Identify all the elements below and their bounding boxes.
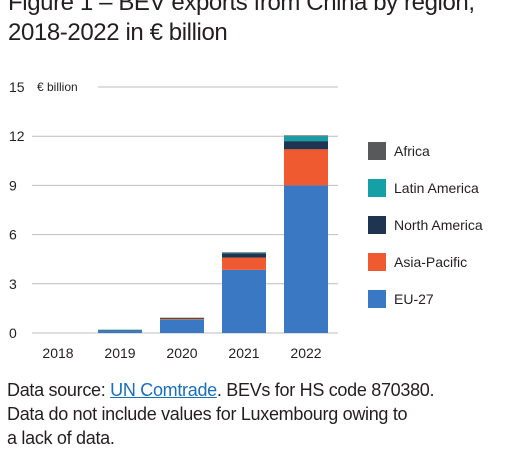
legend-swatch [368,290,386,308]
bar-segment [98,330,142,333]
y-tick-label: 6 [9,227,17,243]
bar-segment [284,135,328,137]
bar-segment [222,269,266,333]
legend-label: North America [394,217,483,233]
legend-label: Asia-Pacific [394,254,467,270]
bar-segment [160,318,204,320]
legend-label: Africa [394,143,430,159]
bar-segment [222,257,266,270]
y-tick-label: 15 [9,79,25,95]
source-line-1: Data source: UN Comtrade. BEVs for HS co… [7,378,521,402]
stacked-bar-chart: 0 3 6 9 12 15 € billion 2018 2019 2020 2021 2022 Afr… [9,79,483,361]
source-suffix: . BEVs for HS code 870380. [216,380,435,400]
source-line-2: Data do not include values for Luxembour… [7,404,408,424]
legend-swatch [368,142,386,160]
y-unit-label: € billion [37,80,78,94]
chart-title-line-2: 2018-2022 in € billion [8,19,228,46]
y-tick-label: 3 [9,276,17,292]
bar-segment [222,252,266,253]
chart-title: Figure 1 – BEV exports from China by reg… [8,0,518,48]
legend-label: EU-27 [394,291,434,307]
x-tick-label: 2021 [228,345,259,361]
bar-segment [160,317,204,319]
bar-segment [98,329,142,331]
legend-swatch [368,253,386,271]
bar-segment [284,185,328,333]
bar-segment [222,253,266,258]
source-line-3: a lack of data. [7,428,115,448]
y-tick-label: 0 [9,325,17,341]
data-source-note: Data source: UN Comtrade. BEVs for HS co… [7,378,521,450]
bar-segment [284,149,328,186]
x-tick-label: 2019 [104,345,135,361]
bar-segment [284,141,328,150]
x-tick-label: 2022 [290,345,321,361]
source-prefix: Data source: [7,380,111,400]
bar-segment [160,319,204,320]
x-tick-label: 2020 [166,345,197,361]
legend-label: Latin America [394,180,479,196]
bar-segment [160,319,204,333]
bar-segment [222,252,266,254]
y-tick-label: 12 [9,128,25,144]
x-tick-label: 2018 [42,345,73,361]
legend-swatch [368,216,386,234]
legend-swatch [368,179,386,197]
chart-title-line-1: Figure 1 – BEV exports from China by reg… [8,0,475,16]
bar-segment [284,136,328,142]
y-tick-label: 9 [9,177,17,193]
un-comtrade-link[interactable]: UN Comtrade [110,380,217,400]
